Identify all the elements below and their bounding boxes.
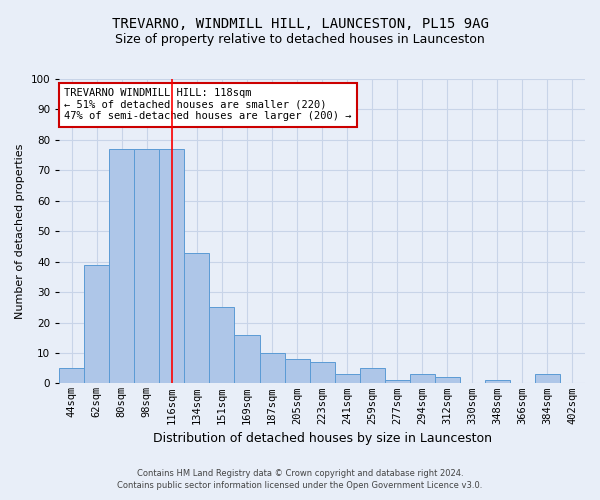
Bar [335,374,359,384]
Y-axis label: Number of detached properties: Number of detached properties [15,144,25,319]
Bar [109,149,134,384]
Bar [84,264,109,384]
Text: TREVARNO, WINDMILL HILL, LAUNCESTON, PL15 9AG: TREVARNO, WINDMILL HILL, LAUNCESTON, PL1… [112,18,488,32]
Bar [59,368,84,384]
Bar [235,334,260,384]
Bar [435,378,460,384]
Bar [284,359,310,384]
Bar [184,252,209,384]
Bar [209,308,235,384]
Bar [359,368,385,384]
Bar [160,149,184,384]
Text: Size of property relative to detached houses in Launceston: Size of property relative to detached ho… [115,32,485,46]
X-axis label: Distribution of detached houses by size in Launceston: Distribution of detached houses by size … [152,432,491,445]
Bar [310,362,335,384]
Bar [134,149,160,384]
Bar [385,380,410,384]
Bar [535,374,560,384]
Bar [410,374,435,384]
Text: Contains HM Land Registry data © Crown copyright and database right 2024.
Contai: Contains HM Land Registry data © Crown c… [118,469,482,490]
Text: TREVARNO WINDMILL HILL: 118sqm
← 51% of detached houses are smaller (220)
47% of: TREVARNO WINDMILL HILL: 118sqm ← 51% of … [64,88,352,122]
Bar [260,353,284,384]
Bar [485,380,510,384]
